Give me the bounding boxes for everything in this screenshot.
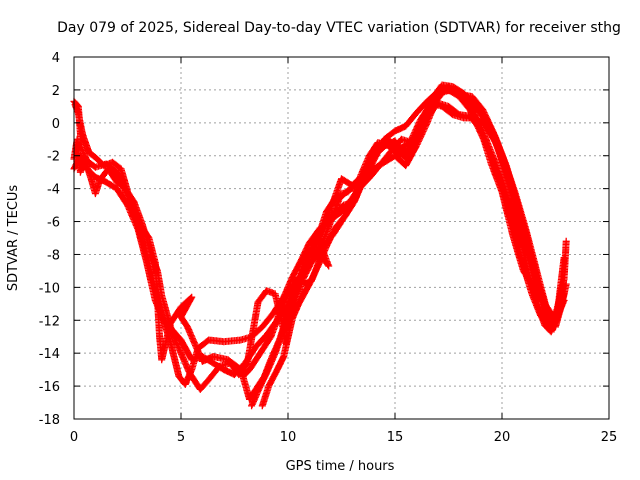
y-tick-label: -10 bbox=[39, 281, 60, 296]
x-axis-label: GPS time / hours bbox=[286, 459, 395, 474]
x-tick-label: 25 bbox=[601, 430, 618, 445]
data-points bbox=[70, 81, 570, 410]
y-tick-label: -14 bbox=[39, 347, 60, 362]
x-tick-label: 5 bbox=[177, 430, 185, 445]
y-tick-label: -4 bbox=[47, 183, 60, 198]
y-tick-label: 0 bbox=[52, 117, 60, 132]
chart-title: Day 079 of 2025, Sidereal Day-to-day VTE… bbox=[57, 20, 621, 36]
x-tick-label: 10 bbox=[280, 430, 297, 445]
x-tick-label: 15 bbox=[387, 430, 404, 445]
y-tick-label: -2 bbox=[47, 150, 60, 165]
plot-border bbox=[73, 56, 610, 420]
y-tick-label: -16 bbox=[39, 380, 60, 395]
y-axis-label: SDTVAR / TECUs bbox=[6, 185, 21, 292]
x-tick-label: 20 bbox=[494, 430, 511, 445]
y-tick-label: -18 bbox=[39, 413, 60, 428]
y-tick-label: 4 bbox=[52, 51, 60, 66]
y-tick-label: 2 bbox=[52, 84, 60, 99]
axis-ticks: 0 5 10 15 20 25 -18 -16 -14 -12 -10 -8 -6 -4 -2 0 2 4 bbox=[39, 51, 618, 445]
y-tick-label: -6 bbox=[47, 216, 60, 231]
x-tick-label: 0 bbox=[70, 430, 78, 445]
series-markers bbox=[239, 83, 542, 380]
series-track-g bbox=[239, 83, 542, 380]
y-tick-label: -12 bbox=[39, 314, 60, 329]
y-tick-label: -8 bbox=[47, 248, 60, 263]
